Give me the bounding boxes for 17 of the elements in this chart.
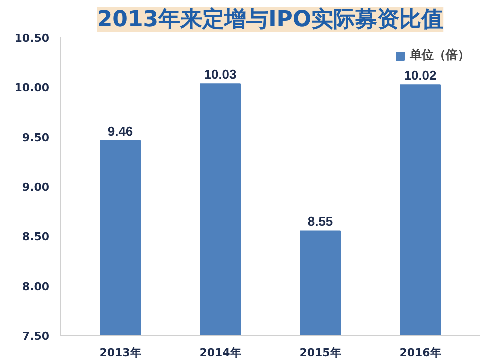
x-tick-label: 2016年 <box>400 346 442 360</box>
data-label: 8.55 <box>308 214 334 230</box>
y-tick-label: 9.50 <box>22 131 50 144</box>
data-label: 9.46 <box>108 124 134 139</box>
x-tick-label: 2015年 <box>300 346 342 360</box>
y-tick-label: 10.00 <box>14 82 50 95</box>
data-label: 10.02 <box>404 68 437 84</box>
x-tick-label: 2013年 <box>100 346 142 360</box>
y-tick-label: 8.00 <box>22 280 50 294</box>
y-tick-label: 10.50 <box>14 32 50 45</box>
y-tick-label: 9.00 <box>22 181 50 194</box>
y-tick-label: 8.50 <box>22 230 50 244</box>
chart-title: 2013年来定增与IPO实际募资比值 <box>97 6 444 32</box>
y-tick-label: 7.50 <box>22 330 50 343</box>
data-label: 10.03 <box>204 67 237 82</box>
legend-label: 单位（倍） <box>410 47 470 64</box>
x-tick-label: 2014年 <box>200 346 242 360</box>
